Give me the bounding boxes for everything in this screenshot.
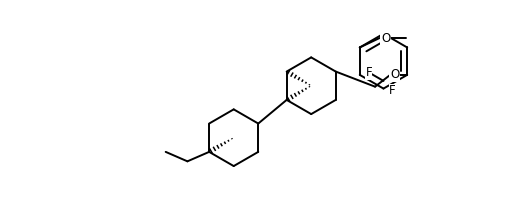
Text: O: O — [381, 31, 390, 45]
Text: O: O — [390, 68, 400, 81]
Text: F: F — [366, 67, 372, 79]
Text: F: F — [389, 85, 396, 97]
